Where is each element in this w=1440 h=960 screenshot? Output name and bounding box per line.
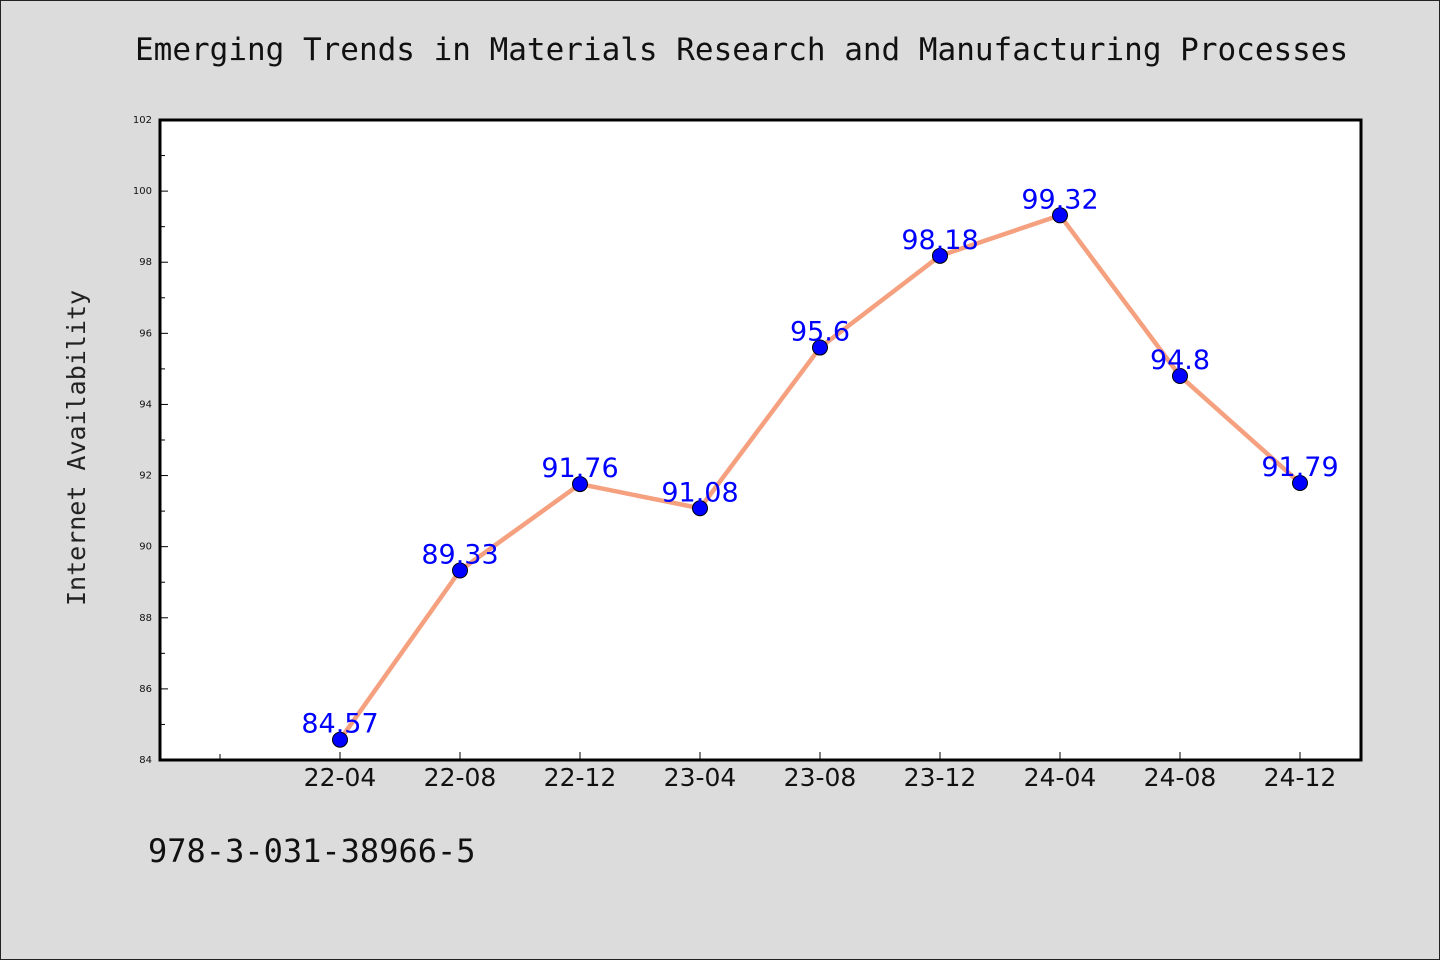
data-label: 95.6 — [790, 317, 850, 348]
data-point — [452, 562, 468, 579]
data-point — [1172, 368, 1188, 384]
isbn-text: 978-3-031-38966-5 — [148, 832, 476, 870]
data-point — [812, 339, 828, 356]
x-tick-label: 22-04 — [304, 763, 377, 792]
data-point — [692, 500, 708, 517]
x-tick-label: 24-08 — [1144, 763, 1217, 792]
y-tick-label: 94 — [139, 399, 152, 410]
data-point — [1292, 475, 1308, 492]
x-tick-label: 22-12 — [544, 763, 617, 792]
y-tick-label: 90 — [139, 542, 152, 553]
x-tick-label: 24-04 — [1024, 763, 1097, 792]
data-labels: 84.57 89.33 91.76 91.08 95.6 98.18 99.32 94.8 91… — [301, 184, 1338, 739]
data-point — [572, 476, 588, 493]
y-tick-label: 86 — [139, 684, 152, 695]
data-label: 91.76 — [541, 453, 618, 484]
y-tick-label: 102 — [133, 115, 152, 126]
plot-area — [158, 118, 1363, 762]
data-label: 99.32 — [1021, 184, 1098, 215]
data-markers — [332, 207, 1308, 748]
x-axis: 22-04 22-08 22-12 23-04 23-08 23-12 24-04 24-08… — [219, 752, 1337, 792]
y-tick-label: 88 — [139, 613, 152, 624]
data-label: 89.33 — [421, 539, 498, 570]
y-axis-label: Internet Availability — [62, 290, 91, 606]
x-tick-label: 22-08 — [424, 763, 497, 792]
data-label: 91.08 — [661, 477, 738, 508]
x-tick-label: 23-08 — [784, 763, 857, 792]
data-label: 98.18 — [901, 225, 978, 256]
x-tick-label: 24-12 — [1264, 763, 1337, 792]
chart-title: Emerging Trends in Materials Research an… — [135, 32, 1349, 68]
data-point — [932, 247, 948, 264]
x-tick-label: 23-12 — [904, 763, 977, 792]
y-tick-label: 84 — [139, 755, 152, 766]
y-tick-label: 98 — [139, 257, 152, 268]
data-point — [332, 731, 348, 748]
data-label: 84.57 — [301, 709, 378, 740]
y-tick-label: 100 — [133, 186, 152, 197]
data-label: 91.79 — [1261, 452, 1338, 483]
data-label: 94.8 — [1150, 345, 1210, 376]
y-tick-label: 92 — [139, 471, 152, 482]
y-tick-label: 96 — [139, 328, 152, 339]
x-tick-label: 23-04 — [664, 763, 737, 792]
data-point — [1052, 207, 1068, 224]
y-axis: 84 86 88 90 92 94 96 98 100 102 — [133, 115, 168, 766]
